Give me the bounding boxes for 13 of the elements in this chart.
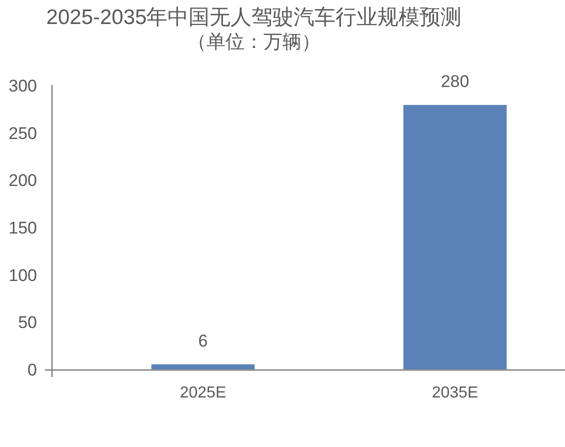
y-tick-label: 100 xyxy=(8,266,37,285)
y-tick-label: 300 xyxy=(8,76,37,96)
y-tick-label: 50 xyxy=(18,313,37,332)
y-tick-label: 200 xyxy=(8,171,37,190)
y-tick-label: 150 xyxy=(8,218,37,238)
data-label: 6 xyxy=(198,331,208,350)
x-tick-label: 2035E xyxy=(432,384,478,402)
data-label: 280 xyxy=(440,72,470,91)
x-tick-label: 2025E xyxy=(180,384,226,402)
chart-subtitle: （单位：万辆） xyxy=(188,32,320,53)
chart-title: 2025-2035年中国无人驾驶汽车行业规模预测 xyxy=(46,6,462,29)
y-tick-label: 0 xyxy=(28,360,37,380)
y-tick-label: 250 xyxy=(8,124,37,143)
